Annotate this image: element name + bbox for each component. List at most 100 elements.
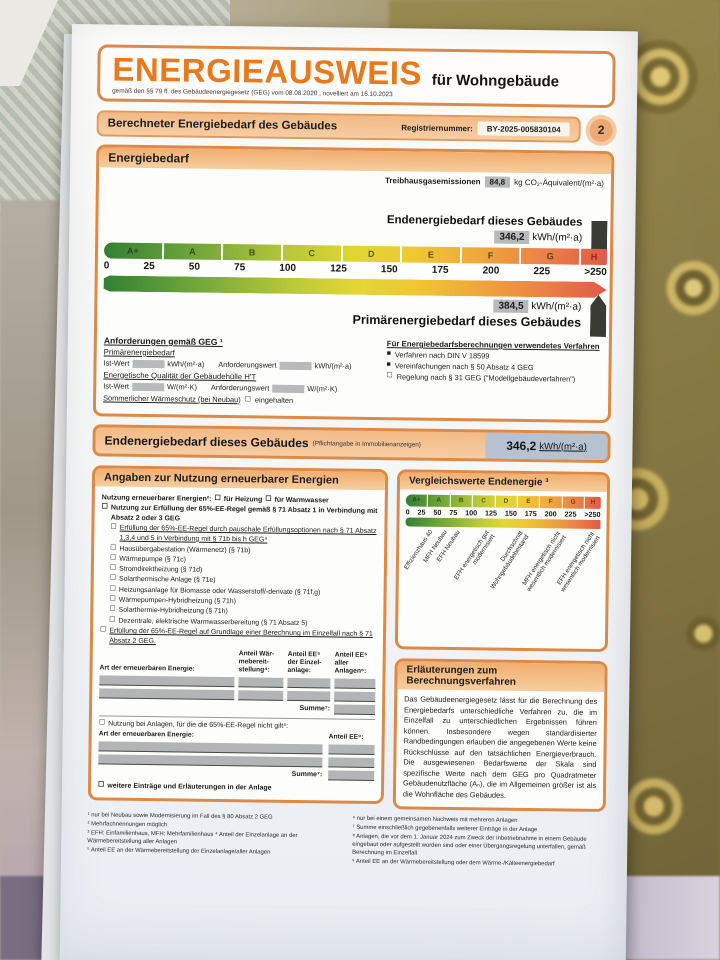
- section-subtitle: Berechneter Energiebedarf des Gebäudes: [107, 117, 338, 133]
- energiebedarf-panel-body: Treibhausgasemissionen 84,8 kg CO₂-Äquiv…: [96, 167, 611, 423]
- scale-letter: F: [461, 247, 522, 264]
- end-energy-summary-value: 346,2 kWh/(m²·a): [485, 432, 608, 461]
- requirements-sub2: Energetische Qualität der Gebäudehülle H…: [103, 369, 257, 381]
- end-energy-value: 346,2: [494, 230, 530, 245]
- tick-label: >250: [584, 509, 601, 519]
- table-blank-cell: [98, 754, 323, 767]
- hotwater-option-label: für Warmwasser: [274, 496, 329, 504]
- scale-letter: C: [472, 495, 496, 508]
- explanations-panel: Erläuterungen zum Berechnungsverfahren D…: [392, 658, 608, 813]
- option-label: Hausübergabestation (Wärmenetz) (§ 71b): [119, 545, 251, 554]
- renewables-panel: Angaben zur Nutzung erneuerbarer Energie…: [87, 465, 389, 805]
- end-energy-unit: kWh/(m²·a): [532, 232, 583, 244]
- checkbox-icon: ☐: [110, 524, 117, 532]
- ghg-label: Treibhausgasemissionen: [384, 176, 481, 187]
- checkbox-icon: ☐: [109, 554, 117, 562]
- explanations-text: Das Gebäudeenergiegesetz lässt für die B…: [402, 694, 598, 800]
- energiebedarf-panel: Energiebedarf Treibhausgasemissionen 84,…: [92, 144, 615, 424]
- tick-label: 175: [431, 264, 449, 276]
- checkbox-checked-icon: ■: [386, 360, 391, 368]
- table-col-ee-share: Anteil EE⁹:: [328, 733, 364, 741]
- ghg-unit: kg CO₂-Äquivalent/(m²·a): [514, 177, 605, 188]
- checkbox-icon: ☐: [244, 395, 252, 403]
- explanations-panel-title: Erläuterungen zum Berechnungsverfahren: [397, 661, 605, 693]
- renewables-panel-body: Nutzung erneuerbarer Energien²: ☐ für He…: [91, 486, 385, 801]
- registration-number: BY-2025-005830104: [477, 121, 570, 137]
- scale-letter: E: [402, 246, 462, 264]
- ee-rule-row: ☐ Nutzung zur Erfüllung der 65%-EE-Regel…: [101, 504, 378, 526]
- tick-label: 75: [233, 262, 246, 274]
- tick-label: 175: [524, 508, 537, 519]
- checkbox-icon: ☐: [386, 371, 393, 379]
- unit-label: W/(m²·K): [166, 382, 198, 392]
- sum-label: Summe⁷:: [299, 704, 331, 713]
- requirements-sub1: Primärenergiebedarf: [103, 346, 175, 357]
- table-col-heat-share: Anteil Wär- mebereit- stellung⁴:: [238, 650, 275, 674]
- ist-wert-field: [131, 382, 165, 391]
- method-item-label: Verfahren nach DIN V 18599: [394, 350, 490, 361]
- tick-label: 0: [405, 507, 410, 517]
- tick-label: 50: [433, 507, 442, 517]
- anforderungswert-label: Anforderungswert: [218, 359, 277, 370]
- checkbox-icon: ☐: [109, 585, 116, 593]
- checkbox-icon: ☐: [214, 494, 221, 502]
- primary-energy-label: Primärenergiebedarf dieses Gebäudes: [352, 312, 582, 330]
- more-entries-row: ☐ weitere Einträge und Erläuterungen in …: [98, 781, 374, 794]
- primary-energy-value-row: 384,5 kWh/(m²·a): [493, 299, 582, 313]
- method-item: ■ Vereinfachungen nach § 50 Absatz 4 GEG: [386, 361, 602, 373]
- eingehalten-label: eingehalten: [254, 394, 294, 405]
- scale-letter: A+: [103, 242, 164, 260]
- summer-heat-protection-label: Sommerlicher Wärmeschutz (bei Neubau): [103, 392, 241, 404]
- anforderungswert-label: Anforderungswert: [210, 382, 270, 393]
- option-label: Dezentrale, elektrische Warmwasserbereit…: [118, 617, 308, 627]
- ee-flatrate-label: Erfüllung der 65%-EE-Regel durch pauscha…: [119, 525, 377, 544]
- scale-letter: A: [163, 243, 224, 260]
- requirement-row: Ist-Wert kWh/(m²·a) Anforderungswert kWh…: [104, 358, 376, 371]
- checkbox-checked-icon: ■: [386, 350, 391, 358]
- registration-bar: Berechneter Energiebedarf des Gebäudes R…: [96, 110, 581, 143]
- page-number-badge: 2: [589, 118, 613, 142]
- lower-columns: Angaben zur Nutzung erneuerbarer Energie…: [87, 465, 611, 813]
- no-ee-rule-row: ☐ Nutzung bei Anlagen, für die die 65%-E…: [98, 714, 375, 732]
- table-blank-cell: [334, 691, 376, 702]
- no-ee-table: Art der erneuerbaren Energie: Anteil EE⁹…: [98, 730, 375, 781]
- anforderungswert-field: [272, 384, 305, 393]
- requirement-row: Ist-Wert W/(m²·K) Anforderungswert W/(m²…: [103, 381, 375, 394]
- scale-letter: F: [539, 496, 563, 509]
- comparison-panel: Vergleichswerte Endenergie ³ A+ A B C D …: [394, 469, 611, 653]
- method-item-label: Regelung nach § 31 GEG ("Modellgebäudeve…: [396, 371, 576, 384]
- document-subtitle: für Wohngebäude: [431, 71, 560, 91]
- renewables-usage-label: Nutzung erneuerbarer Energien²:: [101, 494, 212, 503]
- ist-wert-field: [132, 359, 165, 368]
- tick-label: 200: [482, 265, 500, 277]
- scale-letter: G: [521, 247, 582, 265]
- tick-label: 125: [330, 263, 347, 275]
- table-col-energy-type: Art der erneuerbaren Energie:: [98, 730, 194, 739]
- end-energy-value-row: 346,2 kWh/(m²·a): [494, 230, 583, 245]
- table-blank-cell: [99, 674, 235, 687]
- calculation-method-title: Für Energiebedarfsberechnungen verwendet…: [386, 339, 600, 351]
- summer-heat-protection-row: Sommerlicher Wärmeschutz (bei Neubau) ☐ …: [103, 393, 375, 406]
- footnote: ⁸ Anlagen, die vor dem 1. Januar 2024 zu…: [352, 833, 587, 857]
- checkbox-icon: ☐: [109, 616, 116, 624]
- checkbox-icon: ☐: [109, 564, 117, 572]
- unit-label: kWh/(m²·a): [314, 361, 352, 371]
- tick-label: 150: [380, 264, 398, 276]
- option-label: Wärmepumpen-Hybridheizung (§ 71h): [118, 596, 236, 606]
- document-title: ENERGIEAUSWEIS: [112, 50, 423, 92]
- primary-energy-unit: kWh/(m²·a): [531, 301, 582, 313]
- unit-label: W/(m²·K): [307, 384, 338, 394]
- registration-label: Registriernummer:: [401, 122, 473, 133]
- right-column: Vergleichswerte Endenergie ³ A+ A B C D …: [392, 469, 611, 813]
- option-label: Solarthermie-Hybridheizung (§ 71h): [118, 606, 228, 616]
- method-item: ■ Verfahren nach DIN V 18599: [387, 350, 603, 362]
- ist-wert-label: Ist-Wert: [103, 381, 130, 391]
- table-blank-cell: [99, 687, 235, 700]
- scale-letter: E: [517, 495, 541, 509]
- document-header: ENERGIEAUSWEIS für Wohngebäude gemäß den…: [96, 44, 616, 109]
- table-blank-cell: [334, 678, 376, 689]
- table-blank-cell: [238, 676, 284, 688]
- ee-flatrate-row: ☐ Erfüllung der 65%-EE-Regel durch pausc…: [110, 524, 377, 546]
- sum-blank-cell: [328, 770, 375, 781]
- scale-letter: B: [450, 494, 473, 508]
